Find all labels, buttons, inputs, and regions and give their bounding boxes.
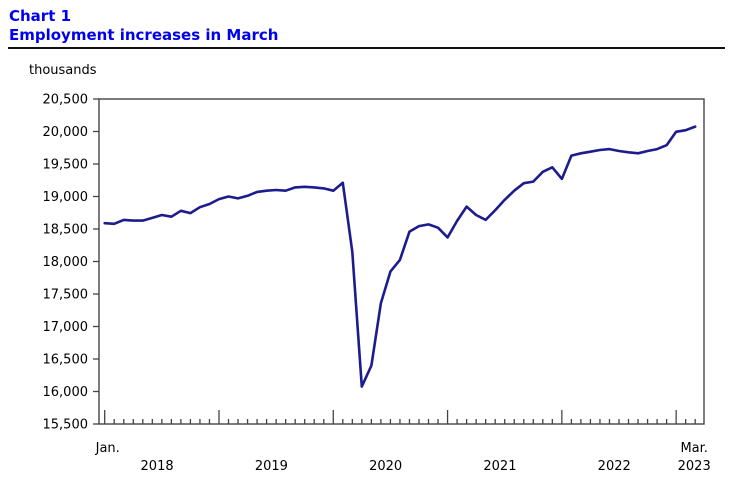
- title-divider: [8, 47, 725, 49]
- plot-border: [98, 98, 705, 425]
- y-axis: 15,500 16,000 16,500 17,000 17,500 18,000 18,5…: [43, 93, 99, 433]
- y-tick-label: 15,500: [43, 418, 89, 433]
- y-tick-label: 18,500: [43, 223, 89, 238]
- y-tick-label: 17,000: [43, 320, 89, 335]
- chart-subtitle: Employment increases in March: [9, 26, 279, 44]
- chart-title: Chart 1 Employment increases in March: [9, 7, 278, 45]
- y-axis-unit-label: thousands: [29, 63, 97, 78]
- x-year-label: 2021: [483, 459, 516, 474]
- x-axis: Jan. Mar. 2018 2019 2020 2021 2022 2023: [95, 410, 711, 474]
- employment-series-line: [103, 125, 697, 388]
- y-tick-label: 20,500: [43, 93, 89, 108]
- y-tick-label: 16,500: [43, 353, 89, 368]
- y-tick-label: 19,000: [43, 190, 89, 205]
- x-year-label: 2018: [141, 459, 174, 474]
- x-year-label: 2022: [598, 459, 631, 474]
- x-last-label: Mar.: [680, 441, 707, 456]
- y-tick-label: 18,000: [43, 255, 89, 270]
- y-tick-label: 19,500: [43, 158, 89, 173]
- x-year-label: 2020: [369, 459, 402, 474]
- x-first-label: Jan.: [95, 441, 120, 456]
- y-tick-label: 20,000: [43, 125, 89, 140]
- x-year-label: 2023: [678, 459, 711, 474]
- y-tick-label: 17,500: [43, 288, 89, 303]
- chart-number: Chart 1: [9, 7, 72, 25]
- x-year-label: 2019: [255, 459, 288, 474]
- y-tick-label: 16,000: [43, 385, 89, 400]
